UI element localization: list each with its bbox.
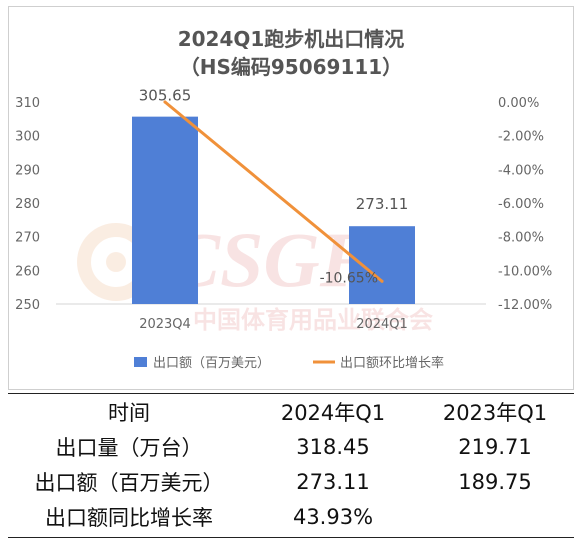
right-tick-label: -4.00%	[498, 163, 544, 178]
chart-subtitle: （HS编码95069111）	[180, 55, 402, 79]
left-tick-label: 280	[15, 197, 40, 212]
bar-data-label: 273.11	[356, 195, 409, 213]
right-tick-label: -10.00%	[498, 264, 552, 279]
left-tick-label: 260	[15, 264, 40, 279]
row-label: 出口量（万台）	[55, 435, 203, 460]
stats-table: 时间 2024年Q1 2023年Q1 出口量（万台） 318.45 219.71…	[8, 394, 574, 534]
row-value: 43.93%	[292, 504, 374, 529]
header-2023q1: 2023年Q1	[442, 400, 548, 425]
row-label: 出口额（百万美元）	[34, 470, 224, 495]
header-time: 时间	[108, 400, 150, 425]
svg-text:CSGF: CSGF	[168, 216, 372, 303]
table-row: 出口量（万台） 318.45 219.71	[8, 429, 574, 464]
category-label: 2023Q4	[139, 317, 191, 332]
svg-text:中国体育用品业联合会: 中国体育用品业联合会	[193, 306, 433, 334]
row-value: 189.75	[458, 469, 532, 494]
table-top-border	[8, 393, 574, 394]
category-label: 2024Q1	[356, 317, 408, 332]
table-header-row: 时间 2024年Q1 2023年Q1	[8, 394, 574, 429]
header-2024q1: 2024年Q1	[280, 400, 386, 425]
line-point	[380, 279, 384, 283]
left-tick-label: 270	[15, 231, 40, 246]
bar	[349, 226, 415, 304]
chart-frame	[8, 6, 574, 390]
bar	[132, 116, 198, 305]
row-value	[416, 499, 574, 534]
left-tick-label: 250	[15, 298, 40, 313]
row-value: 318.45	[296, 434, 370, 459]
right-tick-label: -2.00%	[498, 130, 544, 145]
legend-bar-label: 出口额（百万美元）	[153, 356, 270, 371]
left-tick-label: 300	[15, 130, 40, 145]
line-series	[163, 100, 384, 283]
right-tick-label: -6.00%	[498, 197, 544, 212]
row-value: 273.11	[296, 469, 370, 494]
table-bottom-border	[8, 537, 574, 538]
legend-bar-swatch	[134, 357, 147, 367]
left-tick-label: 310	[15, 96, 40, 111]
legend-line-label: 出口额环比增长率	[340, 355, 444, 371]
bar-data-label: 305.65	[139, 87, 192, 105]
left-tick-label: 290	[15, 163, 40, 178]
watermark-logo: CSGF 中国体育用品业联合会	[77, 216, 433, 334]
right-tick-label: 0.00%	[498, 96, 539, 111]
chart-title: 2024Q1跑步机出口情况	[178, 27, 405, 51]
row-label: 出口额同比增长率	[45, 505, 213, 530]
line-data-label: -10.65%	[320, 270, 378, 286]
row-value: 219.71	[458, 434, 532, 459]
table-row: 出口额（百万美元） 273.11 189.75	[8, 464, 574, 499]
line-point	[163, 100, 167, 104]
table-row: 出口额同比增长率 43.93%	[8, 499, 574, 534]
right-tick-label: -12.00%	[498, 298, 552, 313]
chart: CSGF 中国体育用品业联合会 2024Q1跑步机出口情况 （HS编码95069111…	[15, 27, 552, 371]
right-tick-label: -8.00%	[498, 231, 544, 246]
